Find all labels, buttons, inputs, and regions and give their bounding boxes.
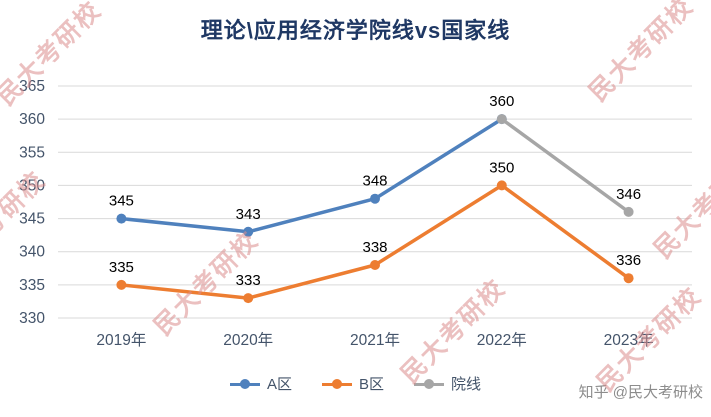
svg-text:360: 360 xyxy=(489,93,514,110)
svg-text:2019年: 2019年 xyxy=(96,331,146,349)
svg-text:336: 336 xyxy=(616,252,641,269)
svg-text:335: 335 xyxy=(19,277,45,294)
series-院线: 346 xyxy=(496,114,641,217)
svg-text:345: 345 xyxy=(109,193,134,210)
svg-text:350: 350 xyxy=(19,177,45,194)
series-B区: 335 333 338 350 336 xyxy=(109,159,641,304)
svg-text:2022年: 2022年 xyxy=(477,331,527,349)
legend-item-yuanxian: 院线 xyxy=(414,373,481,394)
svg-text:333: 333 xyxy=(236,272,261,289)
legend-marker-b-qu-icon xyxy=(321,378,352,390)
svg-text:340: 340 xyxy=(19,244,45,261)
legend-item-a-qu: A区 xyxy=(229,373,292,394)
svg-text:2021年: 2021年 xyxy=(350,331,400,349)
svg-text:360: 360 xyxy=(19,111,45,128)
svg-text:365: 365 xyxy=(19,78,45,95)
attribution: 知乎 @民大考研校 xyxy=(578,384,703,401)
chart-legend: A区 B区 院线 xyxy=(0,373,711,394)
svg-text:346: 346 xyxy=(616,186,641,203)
svg-text:343: 343 xyxy=(236,206,261,223)
x-axis-labels: 2019年 2020年 2021年 2022年 2023年 xyxy=(96,331,653,349)
svg-text:355: 355 xyxy=(19,144,45,161)
svg-text:338: 338 xyxy=(362,239,387,256)
legend-marker-a-qu-icon xyxy=(229,378,260,390)
y-axis-labels: 330 335 340 345 350 355 360 365 xyxy=(19,78,45,327)
legend-item-b-qu: B区 xyxy=(321,373,384,394)
svg-text:345: 345 xyxy=(19,211,45,228)
legend-label-a-qu: A区 xyxy=(266,376,292,393)
legend-marker-yuanxian-icon xyxy=(414,378,444,390)
svg-text:330: 330 xyxy=(19,310,45,327)
svg-text:335: 335 xyxy=(109,259,134,276)
gridlines xyxy=(58,85,692,319)
series-A区: 345 343 348 360 xyxy=(109,93,514,237)
svg-text:350: 350 xyxy=(489,159,514,176)
svg-text:2020年: 2020年 xyxy=(223,331,273,349)
svg-text:348: 348 xyxy=(362,173,387,190)
chart-title: 理论\应用经济学院线vs国家线 xyxy=(200,18,511,43)
legend-label-yuanxian: 院线 xyxy=(451,376,482,393)
svg-text:2023年: 2023年 xyxy=(604,331,654,349)
legend-label-b-qu: B区 xyxy=(358,376,384,393)
